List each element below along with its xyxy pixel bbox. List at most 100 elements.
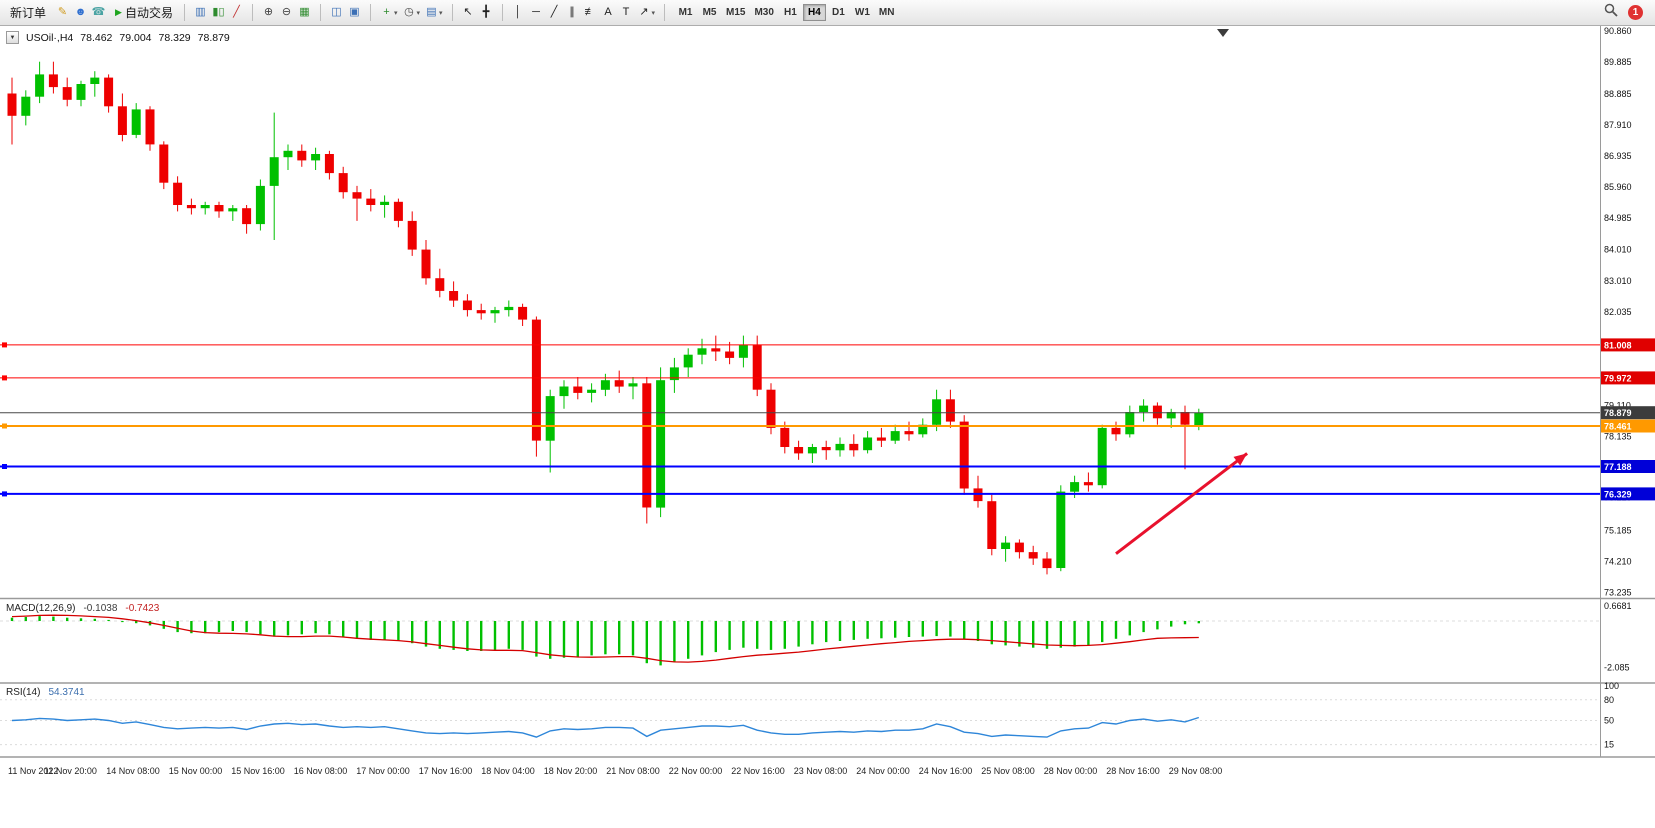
arrows-tool-icon[interactable]: ↗ <box>639 6 649 18</box>
trendline-tool-icon[interactable]: ╱ <box>550 6 558 18</box>
cursor-icon[interactable]: ↖ <box>463 6 473 18</box>
price-axis-label: 79.110 <box>1604 400 1631 410</box>
candle-body <box>904 431 914 435</box>
new-chart-icon[interactable]: + <box>383 6 390 18</box>
candle-body <box>780 427 790 447</box>
support-icon[interactable]: ☎ <box>91 6 106 18</box>
macd-signal-line <box>11 614 1199 663</box>
candle-body <box>476 310 486 314</box>
line-anchor-marker[interactable] <box>2 342 7 348</box>
community-icon[interactable]: ☻ <box>74 6 87 18</box>
line-chart-icon[interactable]: ╱ <box>233 6 240 18</box>
new-chart-dropdown-caret[interactable]: ▾ <box>393 9 398 17</box>
price-tag-label: 76.329 <box>1604 489 1632 499</box>
timeline-label: 18 Nov 04:00 <box>481 766 535 776</box>
search-icon[interactable] <box>1604 3 1618 22</box>
text-tool-icon[interactable]: A <box>604 6 612 18</box>
zoom-in-icon[interactable]: ⊕ <box>263 6 274 18</box>
candle-body <box>959 421 969 489</box>
new-order-button[interactable]: 新订单 <box>4 2 52 23</box>
vertical-line-tool-icon[interactable]: │ <box>514 6 522 18</box>
window-layout-group: ◫ ▣ <box>328 4 363 21</box>
toolbar-right: 1 <box>1604 3 1651 22</box>
new-order-label: 新订单 <box>10 6 47 20</box>
candle-body <box>1180 412 1190 425</box>
timeframe-h4[interactable]: H4 <box>802 4 826 21</box>
auto-trading-label: 自动交易 <box>124 6 173 20</box>
period-clock-dropdown-caret[interactable]: ▾ <box>416 9 420 17</box>
tile-windows-icon[interactable]: ▦ <box>299 6 310 18</box>
line-anchor-marker[interactable] <box>2 464 7 469</box>
auto-trading-button[interactable]: ▶ 自动交易 <box>109 2 179 23</box>
timeline-label: 17 Nov 16:00 <box>419 766 473 776</box>
chart-template-icon[interactable]: ▤ <box>426 6 437 18</box>
candle-body <box>945 399 955 422</box>
line-anchor-marker[interactable] <box>2 375 7 381</box>
period-clock-icon[interactable]: ◷ <box>404 6 414 18</box>
timeframe-d1[interactable]: D1 <box>827 4 850 21</box>
channel-tool-icon[interactable]: ∥ <box>569 6 575 18</box>
timeframe-m15[interactable]: M15 <box>722 4 749 21</box>
candle-body <box>242 208 252 225</box>
chart-canvas[interactable]: 90.860 89.885 88.885 87.910 86.935 85.960 84.9… <box>0 26 1655 828</box>
line-anchor-marker[interactable] <box>2 423 7 429</box>
line-anchor-marker[interactable] <box>2 491 7 497</box>
cascade-charts-icon[interactable]: ▣ <box>349 6 360 18</box>
timeline-label: 24 Nov 16:00 <box>919 766 973 776</box>
chart-shift-marker[interactable] <box>1217 29 1229 37</box>
timeline-label: 15 Nov 00:00 <box>169 766 223 776</box>
zoom-out-icon[interactable]: ⊖ <box>281 6 292 18</box>
candle-body <box>283 150 293 158</box>
rsi-line <box>11 716 1200 738</box>
timeframe-w1[interactable]: W1 <box>851 4 874 21</box>
candle-body <box>407 220 417 250</box>
candle-body <box>1125 412 1135 435</box>
price-tag-label: 78.879 <box>1604 408 1632 418</box>
candle-body <box>21 96 31 116</box>
crosshair-icon[interactable]: ╋ <box>482 6 490 18</box>
candle-body <box>1139 405 1149 412</box>
price-axis-label: 75.185 <box>1604 525 1632 535</box>
timeframe-h1[interactable]: H1 <box>779 4 802 21</box>
candle-body <box>821 447 831 451</box>
one-click-trading-button[interactable]: ▼ <box>6 31 19 44</box>
timeframe-m30[interactable]: M30 <box>750 4 777 21</box>
price-axis-label: 87.910 <box>1604 120 1632 130</box>
candle-body <box>1001 542 1011 549</box>
timeframe-m5[interactable]: M5 <box>698 4 721 21</box>
candle-body <box>214 205 224 212</box>
toolbar-separator <box>451 4 453 21</box>
candle-body <box>531 319 541 441</box>
horizontal-line-tool-icon[interactable]: ─ <box>532 6 540 18</box>
toolbar-separator <box>319 4 321 21</box>
fibonacci-tool-icon[interactable]: ≢ <box>584 6 596 18</box>
timeframe-m1[interactable]: M1 <box>674 4 697 21</box>
price-axis-label: 82.035 <box>1604 307 1632 317</box>
arrange-charts-icon[interactable]: ◫ <box>331 6 342 18</box>
candle-body <box>794 447 804 454</box>
trend-arrow-head[interactable] <box>1233 453 1248 466</box>
candle-body <box>1152 405 1162 419</box>
candle-body <box>725 351 735 358</box>
bar-chart-icon[interactable]: ▥ <box>195 6 206 18</box>
timeframe-toolbar: M1 M5 M15 M30 H1 H4 D1 W1 MN <box>674 4 898 21</box>
text-label-tool-icon[interactable]: T <box>622 6 630 18</box>
candle-body <box>807 447 817 454</box>
trend-arrow-line[interactable] <box>1115 452 1249 555</box>
timeframe-mn[interactable]: MN <box>875 4 899 21</box>
timeline-label: 17 Nov 00:00 <box>356 766 410 776</box>
chart-template-dropdown-caret[interactable]: ▾ <box>438 9 443 17</box>
candle-body <box>932 399 942 425</box>
timeline-label: 28 Nov 00:00 <box>1044 766 1098 776</box>
candle-body <box>876 437 886 441</box>
notification-badge[interactable]: 1 <box>1628 5 1643 20</box>
candle-body <box>352 192 362 199</box>
arrows-tool-dropdown-caret[interactable]: ▾ <box>651 9 656 17</box>
candlesticks-icon[interactable]: ▮▯ <box>212 6 225 18</box>
candle-body <box>1111 427 1121 435</box>
rsi-axis-label: 100 <box>1604 681 1619 691</box>
candle-body <box>504 306 514 311</box>
price-axis-label: 84.010 <box>1604 244 1632 254</box>
metaeditor-icon[interactable]: ✎ <box>57 6 68 18</box>
